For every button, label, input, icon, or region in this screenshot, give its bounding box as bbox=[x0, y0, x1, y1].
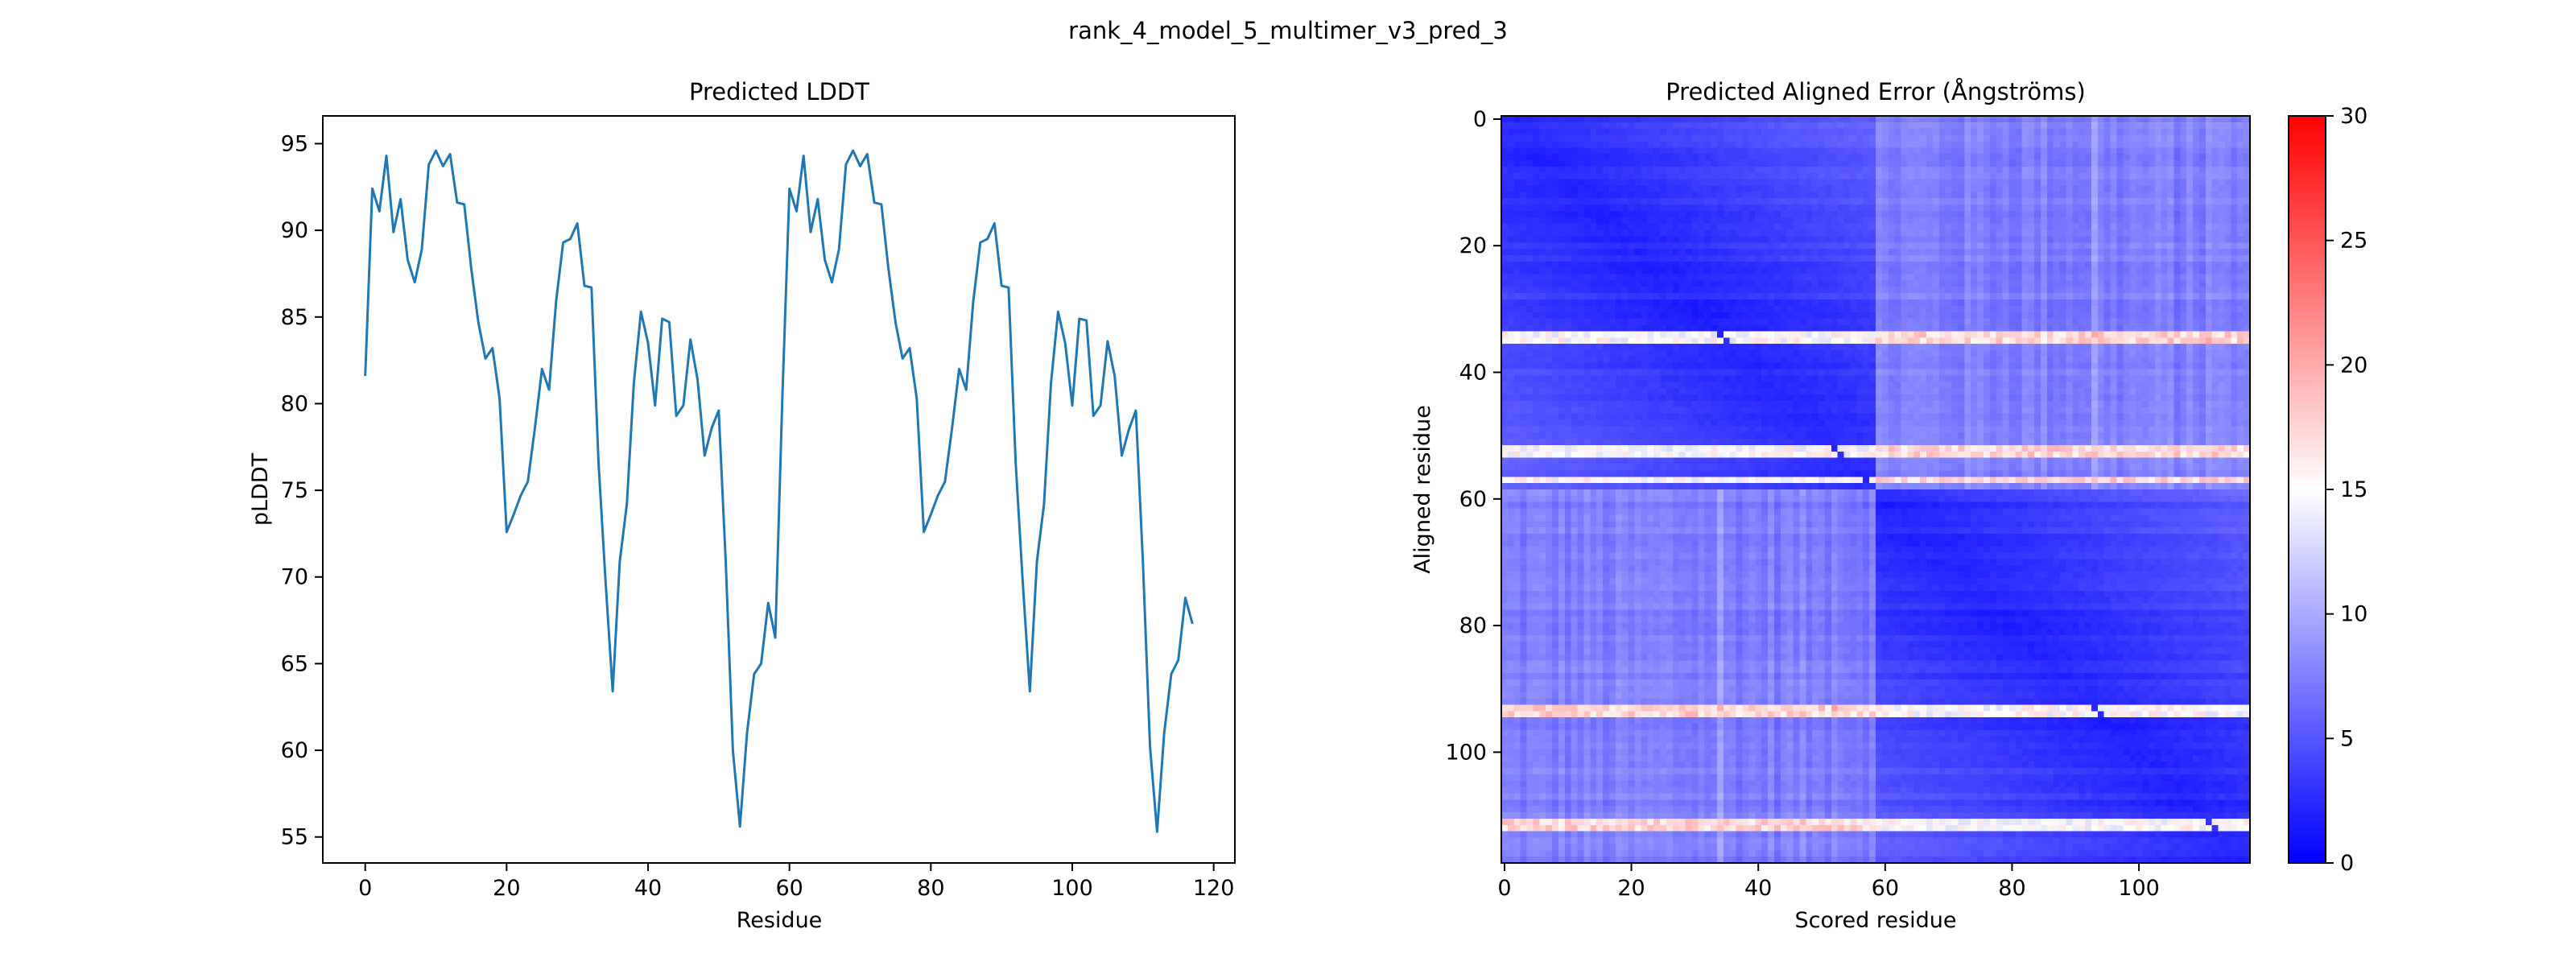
pae-colorbar-tick-label: 15 bbox=[2340, 477, 2368, 502]
plddt-y-tick-label: 60 bbox=[281, 738, 308, 763]
pae-colorbar bbox=[2288, 115, 2326, 864]
pae-y-axis: 0 20 40 60 80 100 bbox=[1445, 107, 1501, 765]
pae-y-tick-label: 80 bbox=[1459, 613, 1487, 638]
plddt-ylabel: pLDDT bbox=[248, 452, 273, 526]
plddt-x-tick-label: 100 bbox=[1051, 876, 1093, 901]
pae-colorbar-tick-label: 10 bbox=[2340, 602, 2368, 627]
plddt-series bbox=[364, 149, 1194, 833]
pae-x-tick-label: 0 bbox=[1497, 876, 1511, 901]
pae-title: Predicted Aligned Error (Ångströms) bbox=[1666, 78, 2086, 105]
pae-x-tick-label: 20 bbox=[1617, 876, 1645, 901]
pae-colorbar-tick-label: 30 bbox=[2340, 104, 2368, 129]
pae-x-tick-label: 80 bbox=[1998, 876, 2025, 901]
plddt-y-tick-label: 95 bbox=[281, 131, 308, 156]
plddt-plot-frame bbox=[322, 115, 1236, 864]
pae-heatmap bbox=[1501, 116, 2250, 863]
pae-plot-frame bbox=[1501, 115, 2251, 864]
pae-chart: Predicted Aligned Error (Ångströms) 0 20 4… bbox=[1410, 78, 2368, 933]
plddt-xlabel: Residue bbox=[737, 908, 823, 933]
pae-xlabel: Scored residue bbox=[1795, 908, 1957, 933]
pae-colorbar-tick-label: 25 bbox=[2340, 229, 2368, 254]
plddt-x-tick-label: 120 bbox=[1193, 876, 1235, 901]
pae-y-tick-label: 40 bbox=[1459, 361, 1487, 386]
pae-y-tick-label: 0 bbox=[1473, 107, 1487, 132]
plddt-x-tick-label: 0 bbox=[358, 876, 372, 901]
pae-y-tick-label: 100 bbox=[1445, 740, 1487, 765]
plddt-x-tick-label: 60 bbox=[775, 876, 803, 901]
plddt-y-axis: 55 60 65 70 75 80 85 90 95 bbox=[281, 131, 323, 850]
plddt-line bbox=[364, 149, 1194, 833]
plddt-y-tick-label: 75 bbox=[281, 478, 308, 503]
figure-suptitle: rank_4_model_5_multimer_v3_pred_3 bbox=[1068, 17, 1508, 44]
plddt-chart: Predicted LDDT 55 60 65 70 75 80 85 90 95 0 20 40 6… bbox=[248, 78, 1236, 933]
pae-y-tick-label: 20 bbox=[1459, 233, 1487, 258]
pae-colorbar-tick-label: 5 bbox=[2340, 726, 2354, 751]
pae-x-tick-label: 40 bbox=[1744, 876, 1772, 901]
pae-colorbar-tick-label: 0 bbox=[2340, 851, 2354, 876]
plddt-y-tick-label: 90 bbox=[281, 218, 308, 243]
pae-x-axis: 0 20 40 60 80 100 bbox=[1497, 863, 2160, 901]
plddt-y-tick-label: 85 bbox=[281, 305, 308, 330]
plddt-x-tick-label: 80 bbox=[917, 876, 944, 901]
plddt-x-tick-label: 40 bbox=[634, 876, 662, 901]
plddt-y-tick-label: 55 bbox=[281, 825, 308, 850]
pae-x-tick-label: 60 bbox=[1872, 876, 1899, 901]
pae-ylabel: Aligned residue bbox=[1410, 405, 1435, 574]
pae-x-tick-label: 100 bbox=[2118, 876, 2160, 901]
pae-colorbar-tick-label: 20 bbox=[2340, 353, 2368, 378]
pae-y-tick-label: 60 bbox=[1459, 487, 1487, 512]
plddt-y-tick-label: 65 bbox=[281, 651, 308, 676]
pae-colorbar-axis: 0 5 10 15 20 25 30 bbox=[2326, 104, 2368, 876]
plddt-title: Predicted LDDT bbox=[689, 78, 869, 105]
plddt-x-tick-label: 20 bbox=[493, 876, 520, 901]
plddt-y-tick-label: 80 bbox=[281, 391, 308, 416]
plddt-x-axis: 0 20 40 60 80 100 120 bbox=[358, 863, 1234, 901]
plddt-y-tick-label: 70 bbox=[281, 565, 308, 590]
